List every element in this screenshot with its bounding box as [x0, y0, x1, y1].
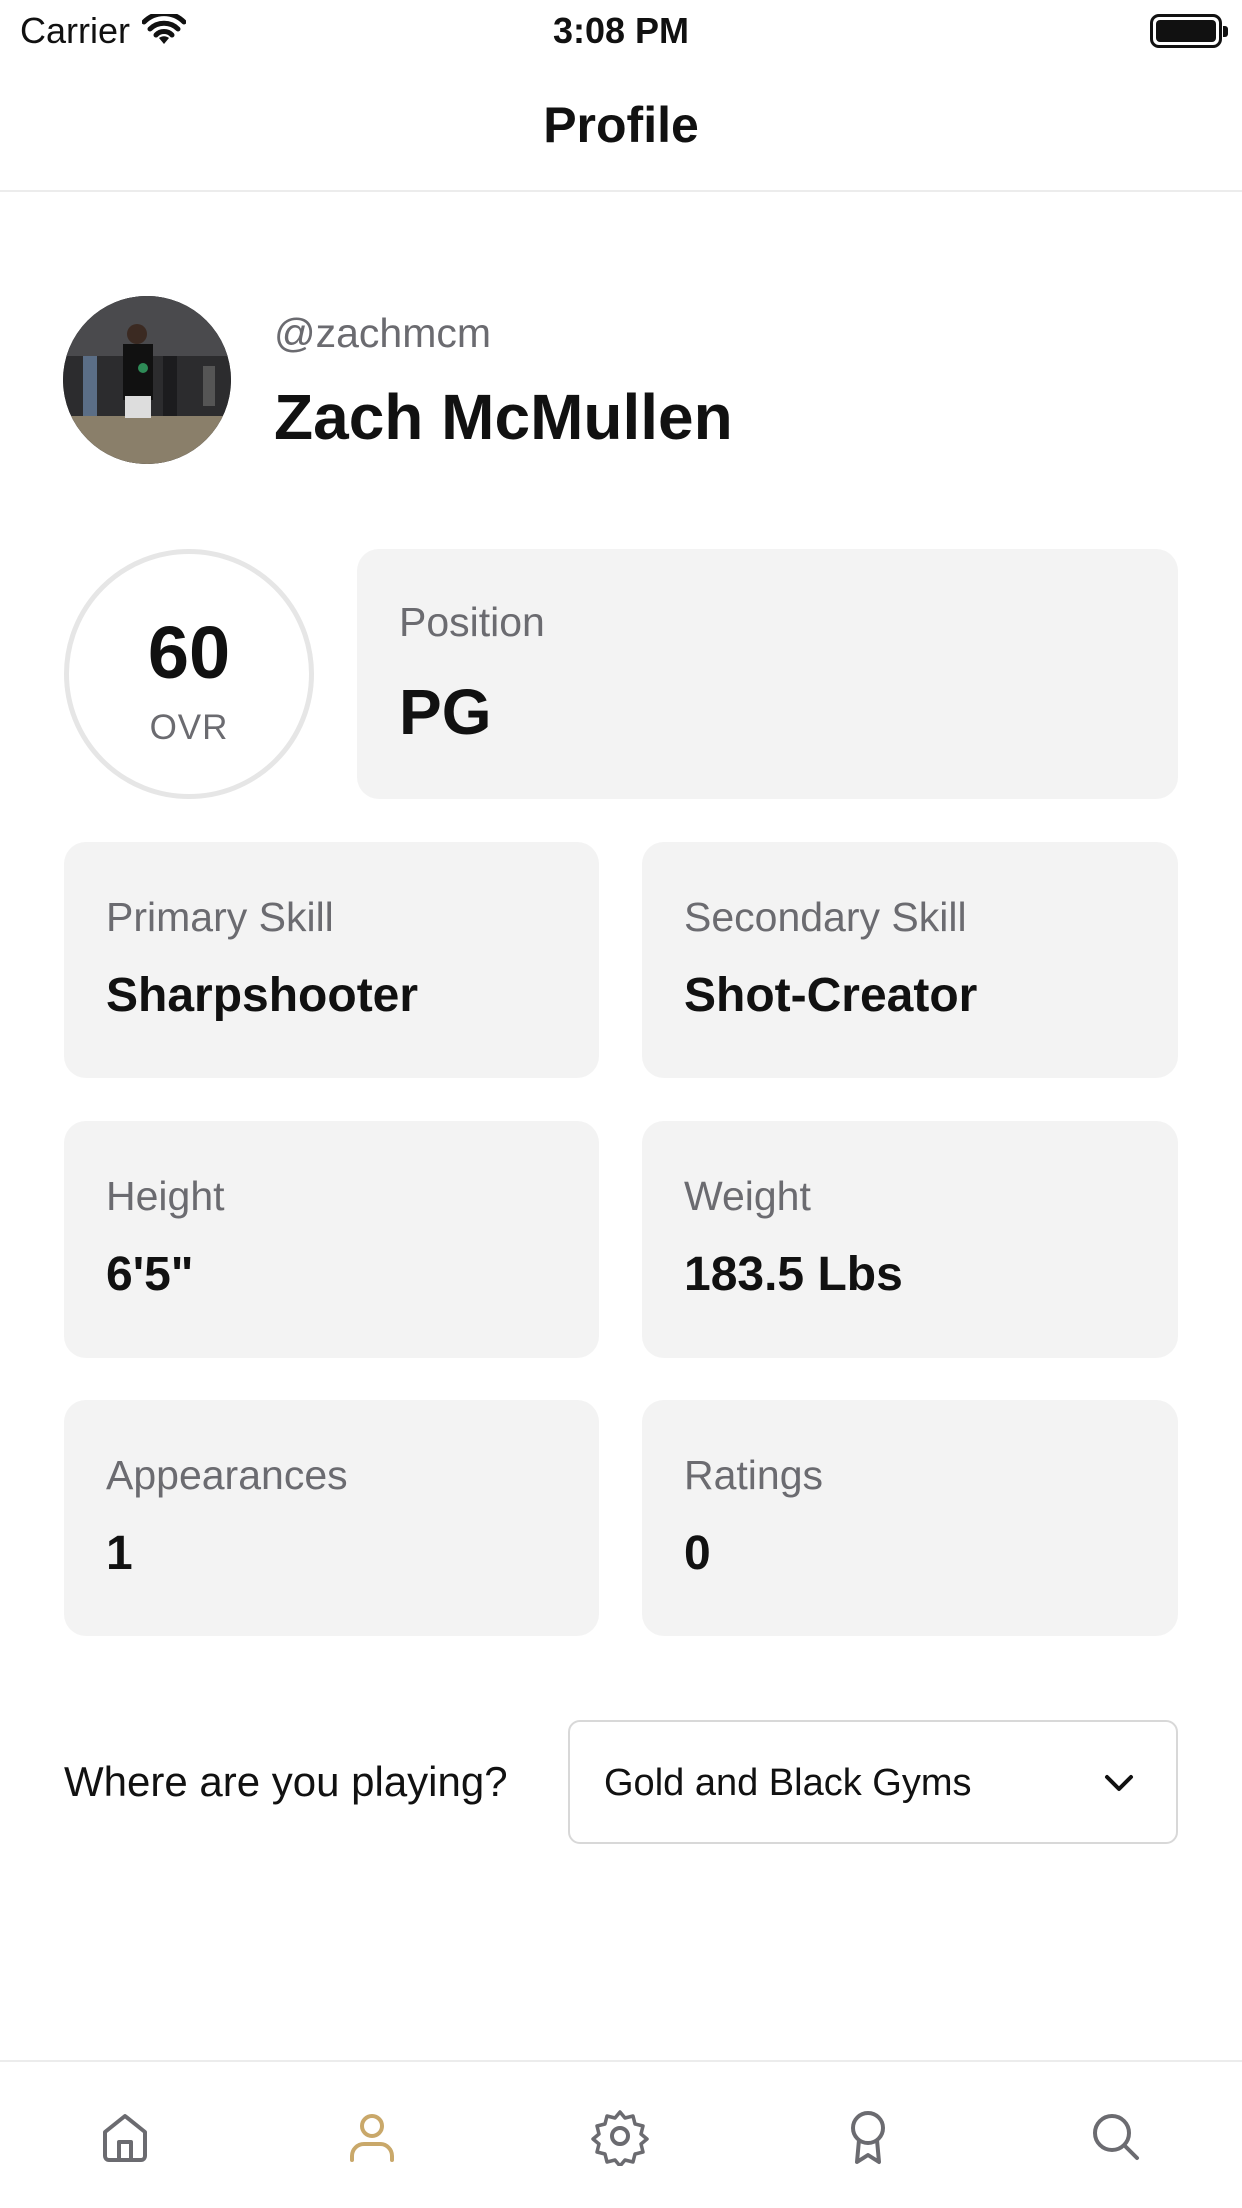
stat-label: Primary Skill	[106, 894, 334, 940]
award-icon	[851, 2111, 885, 2164]
page-title: Profile	[543, 97, 699, 153]
stat-label: Ratings	[684, 1452, 824, 1498]
stat-label: Appearances	[106, 1452, 348, 1498]
stat-label: Secondary Skill	[684, 894, 967, 940]
stat-value: 0	[684, 1527, 711, 1580]
position-card: Position PG	[357, 549, 1178, 799]
ratings-card: Ratings 0	[642, 1400, 1178, 1636]
weight-card: Weight 183.5 Lbs	[642, 1121, 1178, 1358]
height-card: Height 6'5"	[64, 1121, 599, 1358]
chevron-down-icon	[1105, 1775, 1133, 1791]
ovr-rating-badge: 60 OVR	[64, 549, 314, 799]
carrier-label: Carrier	[20, 10, 131, 51]
location-selected-value: Gold and Black Gyms	[604, 1762, 972, 1804]
stat-value: 6'5"	[106, 1248, 194, 1301]
secondary-skill-card: Secondary Skill Shot-Creator	[642, 842, 1178, 1078]
tab-bar	[0, 2060, 1242, 2208]
home-icon	[103, 2114, 147, 2162]
stat-label: Weight	[684, 1173, 811, 1219]
position-value: PG	[399, 676, 492, 748]
position-label: Position	[399, 599, 545, 645]
stat-value: Sharpshooter	[106, 969, 419, 1022]
location-dropdown[interactable]: Gold and Black Gyms	[568, 1720, 1178, 1844]
stat-value: 183.5 Lbs	[684, 1248, 903, 1301]
username: @zachmcm	[274, 310, 492, 356]
tab-settings[interactable]	[590, 2106, 650, 2168]
stat-value: 1	[106, 1527, 133, 1580]
appearances-card: Appearances 1	[64, 1400, 599, 1636]
navigation-bar: Profile	[0, 62, 1242, 192]
stat-value: Shot-Creator	[684, 969, 978, 1022]
tab-search[interactable]	[1085, 2106, 1145, 2166]
person-icon	[350, 2114, 394, 2162]
wifi-icon	[142, 14, 187, 44]
avatar[interactable]	[63, 296, 231, 464]
location-prompt: Where are you playing?	[64, 1758, 508, 1805]
primary-skill-card: Primary Skill Sharpshooter	[64, 842, 599, 1078]
carrier-indicator: Carrier	[20, 10, 187, 52]
avatar-photo	[63, 296, 231, 464]
battery-icon	[1150, 14, 1228, 48]
gear-icon	[591, 2110, 649, 2168]
ovr-value: 60	[147, 611, 231, 694]
full-name: Zach McMullen	[274, 381, 733, 453]
tab-home[interactable]	[95, 2106, 155, 2166]
ovr-label: OVR	[149, 708, 229, 747]
status-bar: Carrier 3:08 PM	[0, 0, 1242, 62]
search-icon	[1093, 2114, 1139, 2160]
status-time: 3:08 PM	[552, 10, 690, 51]
stat-label: Height	[106, 1173, 225, 1219]
tab-profile[interactable]	[342, 2106, 402, 2166]
tab-awards[interactable]	[838, 2106, 898, 2166]
